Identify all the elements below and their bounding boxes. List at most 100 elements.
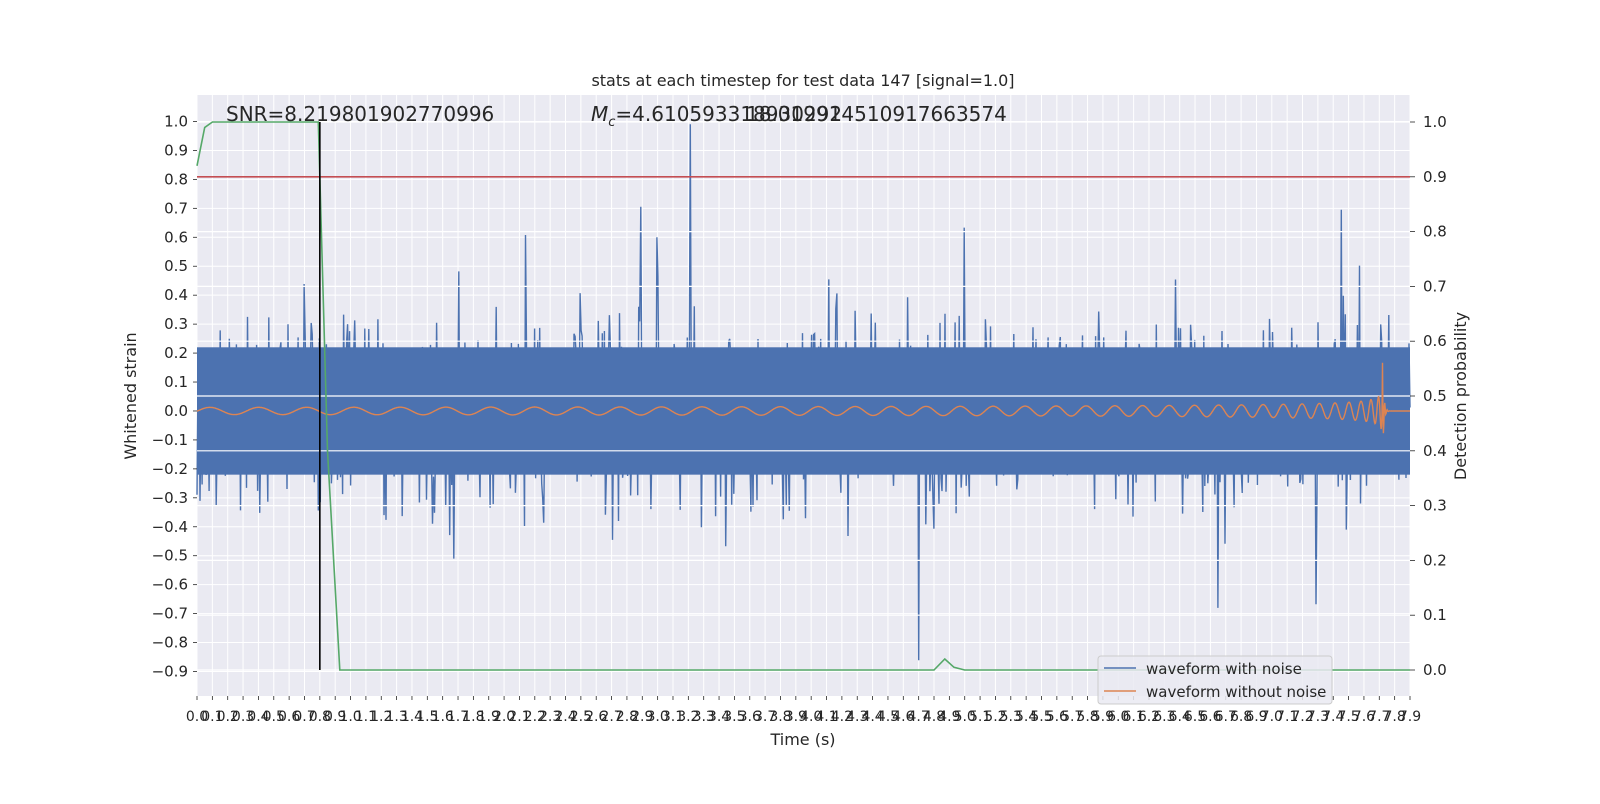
x-tick-label: 3.5 (723, 709, 745, 725)
x-tick-label: 6.1 (1122, 709, 1144, 725)
x-tick-label: 3.1 (662, 709, 684, 725)
x-tick-label: 1.7 (447, 709, 469, 725)
x-tick-label: 0.6 (278, 709, 300, 725)
overlapping-annotation: 18.019914510917663574 (746, 102, 1007, 126)
noise-waveform-core (197, 347, 1410, 475)
x-tick-label: 2.4 (554, 709, 576, 725)
x-tick-label: 3.8 (769, 709, 791, 725)
x-tick-label: 3.7 (754, 709, 776, 725)
series-waveform-with-noise (196, 124, 1411, 661)
x-tick-label: 2.0 (493, 709, 515, 725)
right-y-gridlines (197, 121, 1410, 671)
x-tick-label: 5.4 (1015, 709, 1037, 725)
x-tick-label: 4.7 (908, 709, 930, 725)
x-tick-label: 5.9 (1092, 709, 1114, 725)
right-y-tick-label: 1.0 (1423, 113, 1447, 131)
chirp-mass-symbol: M (591, 102, 608, 126)
x-tick-label: 2.9 (631, 709, 653, 725)
x-tick-label: 7.2 (1291, 709, 1313, 725)
x-tick-label: 2.6 (585, 709, 607, 725)
x-tick-label: 3.3 (693, 709, 715, 725)
x-tick-label: 2.7 (600, 709, 622, 725)
x-tick-label: 3.4 (708, 709, 730, 725)
x-tick-label: 7.8 (1384, 709, 1406, 725)
right-y-tick-label: 0.2 (1423, 551, 1447, 569)
x-tick-label: 1.6 (432, 709, 454, 725)
x-tick-label: 6.0 (1107, 709, 1129, 725)
x-tick-label: 7.6 (1353, 709, 1375, 725)
x-tick-labels: 0.00.10.20.30.40.50.60.70.80.91.01.11.21… (186, 696, 1421, 725)
x-tick-label: 3.6 (739, 709, 761, 725)
x-tick-label: 2.1 (508, 709, 530, 725)
x-axis-label: Time (s) (769, 730, 835, 749)
x-tick-label: 6.4 (1169, 709, 1191, 725)
x-tick-label: 6.6 (1199, 709, 1221, 725)
x-tick-label: 5.2 (984, 709, 1006, 725)
x-tick-label: 0.4 (247, 709, 269, 725)
left-y-axis-label: Whitened strain (121, 332, 140, 459)
x-tick-label: 1.4 (401, 709, 423, 725)
x-tick-label: 6.3 (1153, 709, 1175, 725)
x-tick-label: 0.3 (232, 709, 254, 725)
x-tick-label: 4.9 (938, 709, 960, 725)
x-tick-label: 2.5 (570, 709, 592, 725)
left-y-tick-label: 0.9 (164, 141, 188, 159)
x-tick-label: 4.3 (846, 709, 868, 725)
x-tick-label: 6.9 (1245, 709, 1267, 725)
x-tick-label: 1.2 (370, 709, 392, 725)
x-tick-label: 5.7 (1061, 709, 1083, 725)
right-y-tick-label: 0.8 (1423, 223, 1447, 241)
left-y-tick-labels: 1.0 0.9 0.8 0.7 0.6 0.5 0.4 0.3 0.2 0.1 0.0 −0.1 −0.… (152, 113, 197, 681)
x-tick-label: 2.8 (616, 709, 638, 725)
x-tick-label: 4.0 (800, 709, 822, 725)
x-tick-label: 6.8 (1230, 709, 1252, 725)
x-tick-label: 1.8 (462, 709, 484, 725)
x-tick-label: 1.0 (339, 709, 361, 725)
x-tick-label: 7.3 (1307, 709, 1329, 725)
chirp-mass-value: =4.610593318930292 (615, 102, 842, 126)
left-y-tick-label: −0.7 (152, 605, 188, 623)
x-tick-label: 5.0 (954, 709, 976, 725)
x-tick-label: 0.0 (186, 709, 208, 725)
x-tick-label: 6.2 (1138, 709, 1160, 725)
x-tick-label: 5.8 (1076, 709, 1098, 725)
series-detection-probability (196, 121, 1410, 671)
left-y-tick-label: 0.4 (164, 286, 188, 304)
right-y-tick-label: 0.1 (1423, 606, 1447, 624)
x-tick-label: 1.5 (416, 709, 438, 725)
left-y-tick-label: 0.1 (164, 373, 188, 391)
chart-title: stats at each timestep for test data 147… (591, 71, 1014, 90)
x-tick-label: 1.9 (478, 709, 500, 725)
left-y-tick-label: 0.7 (164, 199, 188, 217)
chirp-mass-subscript: c (608, 115, 615, 130)
x-tick-label: 7.7 (1368, 709, 1390, 725)
left-y-tick-label: 1.0 (164, 113, 188, 131)
left-y-tick-label: −0.1 (152, 431, 188, 449)
right-y-tick-label: 0.3 (1423, 497, 1447, 515)
left-y-tick-label: −0.5 (152, 547, 188, 565)
left-y-tick-label: −0.2 (152, 460, 188, 478)
x-tick-label: 7.1 (1276, 709, 1298, 725)
x-tick-label: 7.5 (1337, 709, 1359, 725)
x-tick-label: 2.3 (539, 709, 561, 725)
left-y-tick-label: 0.8 (164, 170, 188, 188)
x-tick-label: 3.0 (647, 709, 669, 725)
legend-label-noise: waveform with noise (1146, 660, 1302, 678)
x-tick-label: 4.2 (831, 709, 853, 725)
left-y-tick-label: 0.5 (164, 257, 188, 275)
x-tick-label: 6.5 (1184, 709, 1206, 725)
series-waveform-without-noise (196, 362, 1410, 434)
x-tick-label: 3.9 (785, 709, 807, 725)
x-tick-label: 3.2 (677, 709, 699, 725)
x-tick-label: 4.6 (892, 709, 914, 725)
right-y-tick-label: 0.0 (1423, 661, 1447, 679)
x-tick-label: 1.3 (385, 709, 407, 725)
x-tick-label: 0.1 (201, 709, 223, 725)
left-y-tick-label: −0.3 (152, 489, 188, 507)
chirp-mass-annotation: Mc=4.610593318930292 (591, 102, 842, 130)
left-y-tick-label: −0.9 (152, 663, 188, 681)
left-y-tick-label: −0.8 (152, 634, 188, 652)
right-y-tick-label: 0.6 (1423, 332, 1447, 350)
x-tick-label: 0.5 (263, 709, 285, 725)
